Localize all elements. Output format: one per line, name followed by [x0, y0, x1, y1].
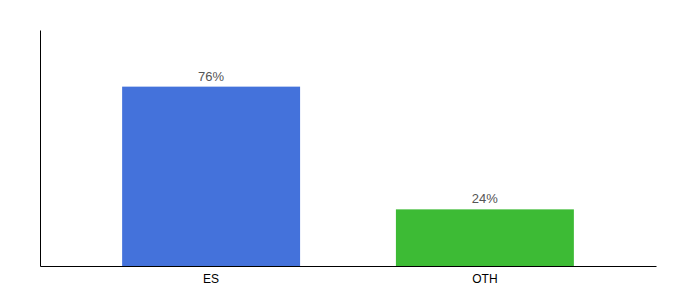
x-tick: ES: [203, 272, 219, 286]
y-axis-line: [40, 31, 41, 267]
data-labels: 76% 24%: [198, 69, 498, 207]
bar: [122, 87, 300, 266]
plot-area: ES OTH 76% 24%: [41, 31, 657, 286]
bars: [122, 87, 574, 266]
chart-container: ES OTH 76% 24%: [0, 0, 680, 300]
x-tick-label: ES: [203, 272, 219, 286]
y-axis: [40, 31, 41, 267]
chart-svg: ES OTH 76% 24%: [0, 0, 680, 300]
x-tick: OTH: [472, 272, 497, 286]
x-tick-label: OTH: [472, 272, 497, 286]
bar: [396, 209, 574, 266]
data-label: 76%: [198, 69, 224, 84]
x-axis-line: [41, 266, 657, 267]
data-label: 24%: [472, 191, 498, 206]
x-axis: ES OTH: [41, 267, 657, 286]
